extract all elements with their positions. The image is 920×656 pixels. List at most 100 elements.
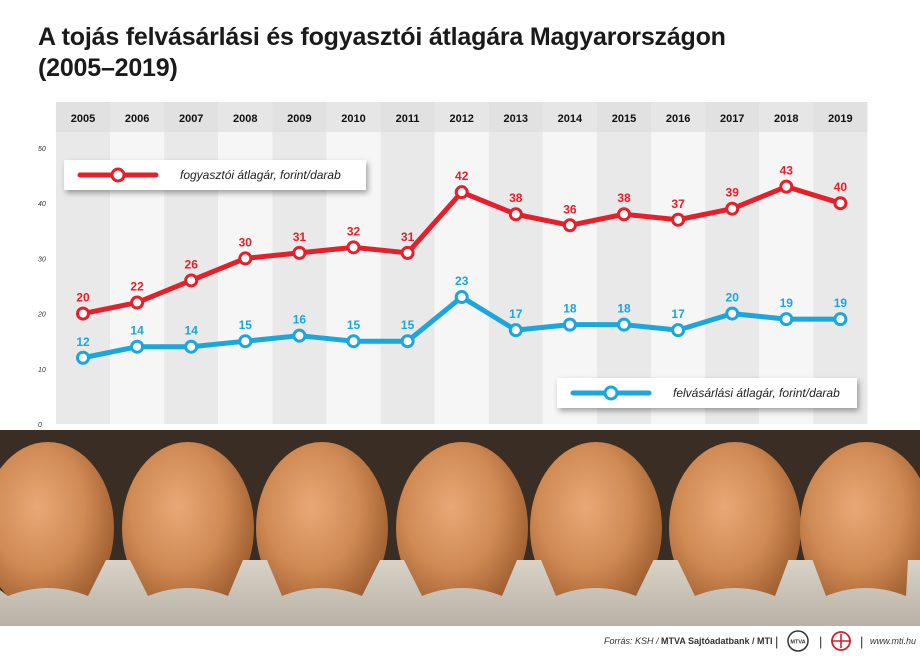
header-band bbox=[55, 102, 868, 132]
legend-label: fogyasztói átlagár, forint/darab bbox=[180, 168, 341, 182]
data-point bbox=[779, 179, 794, 194]
chart-title: A tojás felvásárlási és fogyasztói átlag… bbox=[38, 22, 726, 84]
legend-swatch-marker bbox=[603, 385, 619, 401]
separator: | bbox=[860, 634, 864, 649]
data-point bbox=[346, 334, 361, 349]
column-band bbox=[651, 102, 706, 424]
column-band bbox=[55, 102, 111, 424]
data-point bbox=[617, 317, 631, 332]
data-point bbox=[184, 273, 199, 288]
x-tick-label: 2007 bbox=[179, 113, 203, 125]
data-point bbox=[671, 323, 686, 338]
column-band bbox=[380, 102, 435, 424]
data-label: 17 bbox=[671, 307, 685, 321]
egg bbox=[530, 442, 662, 614]
data-label: 43 bbox=[780, 164, 794, 178]
data-label: 18 bbox=[617, 302, 631, 316]
legends: fogyasztói átlagár, forint/darab felvásár… bbox=[64, 160, 857, 408]
x-tick-label: 2005 bbox=[71, 113, 95, 125]
egg bbox=[396, 442, 528, 614]
data-point bbox=[725, 306, 740, 321]
data-label: 30 bbox=[239, 235, 253, 249]
data-point bbox=[779, 312, 794, 327]
data-label: 15 bbox=[239, 318, 253, 332]
data-label: 20 bbox=[726, 291, 740, 305]
data-label: 20 bbox=[76, 291, 90, 305]
data-label: 26 bbox=[185, 257, 199, 271]
egg bbox=[122, 442, 254, 614]
data-label: 16 bbox=[293, 313, 307, 327]
x-tick-label: 2009 bbox=[287, 113, 311, 125]
line-chart: 0 10 20 30 40 50 2005 2006 2007 2008 2009 2010 2011… bbox=[0, 102, 920, 626]
separator: | bbox=[775, 634, 779, 649]
mtva-logo-text: MTVA bbox=[790, 640, 805, 646]
egg bbox=[669, 442, 801, 614]
data-label: 36 bbox=[563, 202, 577, 216]
data-label: 15 bbox=[347, 318, 361, 332]
series-lines: 20 22 26 30 31 32 31 42 38 36 38 37 39 43 40 12 14 14 15 16… bbox=[76, 164, 848, 365]
mtva-logo-icon: MTVA bbox=[787, 630, 809, 652]
title-line-1: A tojás felvásárlási és fogyasztói átlag… bbox=[38, 23, 726, 51]
data-point bbox=[184, 339, 199, 354]
title-line-2: (2005–2019) bbox=[38, 54, 178, 82]
column-band bbox=[272, 102, 327, 424]
website-url: www.mti.hu bbox=[870, 636, 917, 646]
data-label: 18 bbox=[563, 302, 577, 316]
footer: Forrás: KSH / MTVA Sajtóadatbank / MTI |… bbox=[0, 626, 920, 656]
data-label: 14 bbox=[130, 324, 144, 338]
y-tick-label: 20 bbox=[37, 312, 46, 319]
data-point bbox=[238, 334, 253, 349]
data-label: 42 bbox=[455, 169, 469, 183]
x-tick-label: 2019 bbox=[828, 113, 852, 125]
data-label: 31 bbox=[293, 230, 307, 244]
data-label: 19 bbox=[834, 296, 848, 310]
column-bands bbox=[55, 102, 868, 424]
data-label: 38 bbox=[617, 191, 631, 205]
egg bbox=[0, 442, 114, 614]
x-tick-label: 2013 bbox=[504, 113, 528, 125]
mti-logo-icon bbox=[831, 631, 851, 651]
x-tick-label: 2014 bbox=[558, 113, 583, 125]
source-bold: MTVA Sajtóadatbank / MTI bbox=[661, 636, 773, 646]
data-label: 19 bbox=[780, 296, 794, 310]
data-label: 23 bbox=[455, 274, 469, 288]
column-band bbox=[596, 102, 652, 424]
column-band bbox=[759, 102, 814, 424]
column-band bbox=[488, 102, 543, 424]
data-point bbox=[76, 350, 90, 365]
egg bbox=[256, 442, 388, 614]
data-point bbox=[833, 196, 848, 211]
data-point bbox=[292, 328, 307, 343]
x-tick-label: 2010 bbox=[341, 113, 365, 125]
column-band bbox=[164, 102, 219, 424]
y-tick-label: 30 bbox=[38, 256, 46, 263]
y-tick-label: 40 bbox=[38, 201, 46, 208]
data-point bbox=[400, 245, 415, 260]
y-tick-label: 0 bbox=[38, 422, 42, 429]
eggs-photo bbox=[0, 430, 920, 626]
y-tick-label: 10 bbox=[38, 367, 46, 374]
data-point bbox=[508, 323, 523, 338]
data-point bbox=[617, 207, 631, 222]
data-point bbox=[238, 251, 253, 266]
data-label: 31 bbox=[401, 230, 415, 244]
egg-tray bbox=[0, 560, 920, 626]
data-point bbox=[671, 212, 686, 227]
data-label: 22 bbox=[130, 280, 144, 294]
egg bbox=[800, 442, 920, 614]
x-tick-label: 2018 bbox=[774, 113, 798, 125]
y-axis: 0 10 20 30 40 50 bbox=[37, 146, 46, 429]
data-label: 12 bbox=[76, 335, 90, 349]
data-point bbox=[454, 290, 469, 305]
x-tick-label: 2012 bbox=[449, 113, 473, 125]
separator: | bbox=[819, 634, 823, 649]
data-point bbox=[725, 201, 740, 216]
x-axis-labels: 2005 2006 2007 2008 2009 2010 2011 2012 2013 2014… bbox=[71, 113, 853, 125]
data-point bbox=[562, 218, 577, 233]
column-band bbox=[434, 102, 489, 424]
data-label: 17 bbox=[509, 307, 523, 321]
data-label: 32 bbox=[347, 224, 361, 238]
source-prefix: Forrás: KSH / bbox=[604, 636, 662, 646]
column-band bbox=[705, 102, 760, 424]
x-tick-label: 2016 bbox=[666, 113, 690, 125]
